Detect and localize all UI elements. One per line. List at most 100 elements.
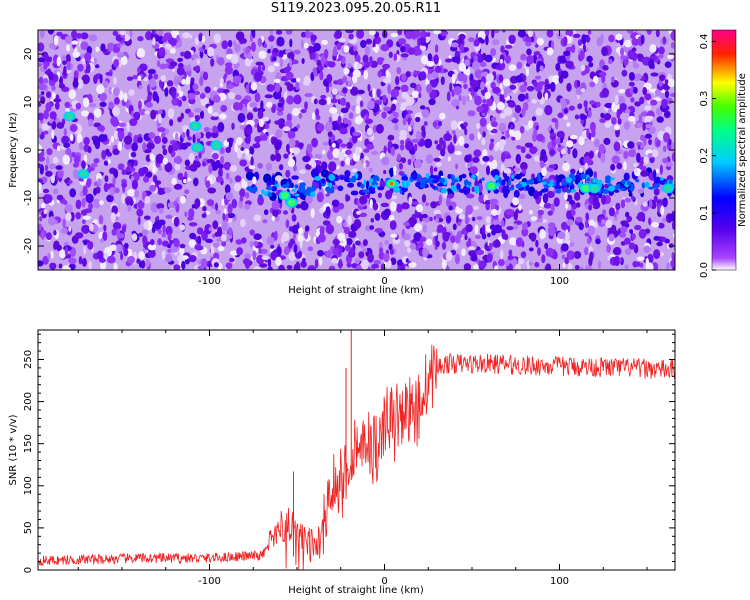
speckle	[88, 202, 94, 210]
speckle	[492, 39, 500, 46]
speckle	[441, 259, 447, 270]
speckle	[452, 223, 457, 231]
speckle	[244, 136, 251, 144]
speckle	[275, 30, 283, 35]
speckle	[301, 58, 305, 64]
speckle	[110, 212, 116, 223]
speckle	[517, 30, 527, 38]
speckle	[74, 47, 78, 57]
speckle	[579, 49, 585, 61]
speckle	[38, 144, 43, 154]
speckle	[647, 99, 651, 105]
speckle	[425, 202, 429, 207]
speckle	[519, 84, 527, 93]
speckle	[370, 218, 374, 223]
speckle	[82, 257, 87, 267]
speckle	[119, 30, 127, 36]
speckle	[69, 133, 74, 142]
speckle	[591, 129, 596, 138]
speckle	[405, 71, 411, 78]
speckle	[249, 102, 258, 108]
ridge-dot	[372, 175, 380, 182]
speckle	[184, 211, 188, 217]
speckle	[227, 227, 233, 236]
speckle	[69, 188, 77, 198]
speckle	[498, 258, 505, 267]
speckle	[398, 135, 408, 141]
speckle	[154, 135, 161, 145]
speckle	[482, 149, 488, 158]
speckle	[204, 86, 211, 94]
speckle	[488, 242, 493, 250]
speckle	[603, 113, 612, 121]
speckle	[563, 115, 568, 121]
speckle	[232, 75, 242, 84]
speckle	[344, 244, 351, 252]
speckle	[504, 175, 510, 182]
speckle	[114, 187, 120, 194]
speckle	[382, 64, 389, 71]
speckle	[407, 125, 412, 132]
speckle	[347, 182, 355, 188]
hotspot	[65, 112, 74, 120]
speckle	[325, 251, 331, 258]
speckle	[526, 85, 535, 92]
speckle	[207, 187, 216, 194]
speckle	[55, 101, 60, 110]
speckle	[56, 194, 64, 201]
speckle	[176, 34, 180, 42]
speckle	[38, 83, 47, 91]
speckle	[205, 130, 212, 139]
colorbar-ticks: 0.00.10.20.30.4	[699, 33, 716, 278]
speckle	[239, 159, 248, 167]
speckle	[328, 161, 337, 172]
speckle	[188, 222, 198, 227]
speckle	[177, 99, 182, 107]
speckle	[363, 69, 369, 80]
speckle	[584, 219, 589, 229]
speckle	[561, 243, 569, 252]
speckle	[321, 39, 328, 45]
speckle	[500, 113, 506, 119]
speckle	[415, 116, 421, 123]
speckle	[616, 108, 621, 120]
ridge-dot	[274, 180, 278, 185]
speckle	[257, 126, 261, 133]
speckle	[127, 189, 136, 197]
speckle	[506, 154, 512, 159]
speckle	[182, 255, 189, 260]
speckle	[56, 244, 62, 252]
speckle	[482, 131, 486, 138]
speckle	[397, 38, 407, 45]
speckle	[51, 130, 55, 140]
speckle	[494, 239, 500, 247]
speckle	[143, 176, 150, 183]
speckle	[235, 239, 243, 245]
speckle	[462, 95, 467, 106]
speckle	[437, 224, 444, 231]
speckle	[179, 246, 185, 257]
speckle	[669, 92, 675, 98]
speckle	[130, 167, 136, 172]
speckle	[496, 101, 505, 111]
speckle	[396, 153, 401, 162]
speckle	[109, 244, 117, 251]
speckle	[634, 101, 641, 107]
speckle	[499, 59, 503, 64]
speckle	[566, 210, 572, 220]
speckle	[267, 266, 273, 270]
speckle	[469, 133, 475, 141]
speckle	[539, 228, 546, 240]
speckle	[68, 257, 77, 265]
speckle	[152, 37, 156, 46]
speckle	[589, 121, 596, 132]
speckle	[354, 116, 363, 125]
ridge-dot	[260, 189, 265, 195]
ridge-dot	[271, 186, 278, 192]
speckle	[298, 142, 304, 148]
speckle	[44, 56, 51, 62]
speckle	[263, 209, 269, 216]
speckle	[403, 221, 411, 226]
speckle	[475, 235, 481, 239]
speckle	[146, 142, 155, 150]
